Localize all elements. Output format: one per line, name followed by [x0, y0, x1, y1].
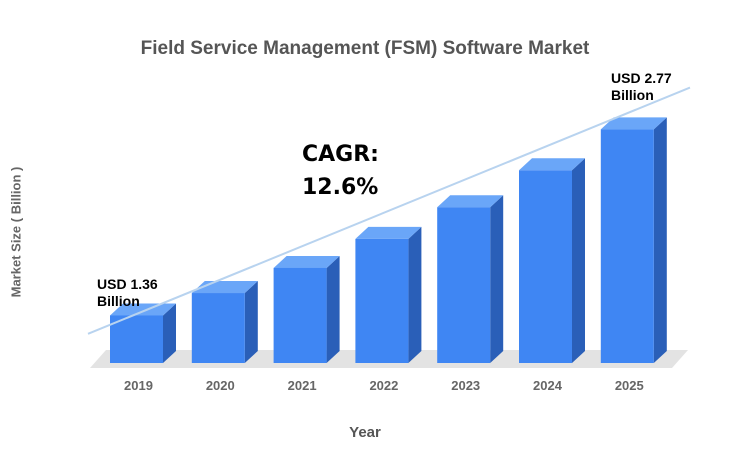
cagr-value: 12.6%	[302, 175, 379, 200]
bar-side	[163, 303, 176, 363]
chart-title: Field Service Management (FSM) Software …	[140, 38, 590, 59]
bar-top	[273, 255, 340, 268]
bar-side	[490, 195, 504, 363]
x-tick-label: 2024	[533, 378, 563, 393]
bar-front	[355, 238, 409, 363]
bar-top	[519, 158, 585, 171]
bar-top	[110, 303, 176, 316]
bar-2021	[273, 255, 340, 363]
x-tick-label: 2025	[615, 378, 644, 393]
bar-top	[437, 195, 504, 208]
bar-front	[191, 293, 245, 363]
bar-2020	[191, 281, 258, 363]
bar-2022	[355, 226, 422, 363]
bar-side	[408, 226, 422, 363]
bar-2023	[437, 195, 504, 363]
start-value-callout: USD 1.36 Billion	[97, 276, 158, 310]
bar-front	[437, 207, 491, 363]
bar-2019	[110, 303, 176, 363]
bar-side	[653, 117, 667, 363]
trend-line	[87, 86, 691, 335]
x-axis-label: Year	[349, 424, 381, 441]
bar-side	[572, 158, 585, 363]
x-tick-label: 2022	[369, 378, 398, 393]
bar-top	[355, 226, 422, 239]
end-unit: Billion	[611, 87, 654, 103]
x-tick-label: 2020	[206, 378, 235, 393]
cagr-label: CAGR:	[302, 142, 379, 167]
bar-front	[600, 129, 654, 363]
start-value: USD 1.36	[97, 276, 158, 292]
bar-top	[600, 117, 667, 130]
bar-side	[244, 281, 258, 363]
bar-side	[326, 255, 340, 363]
bar-front	[110, 315, 163, 363]
bar-2025	[600, 117, 667, 363]
x-tick-label: 2023	[451, 378, 480, 393]
x-tick-label: 2019	[124, 378, 153, 393]
end-value-callout: USD 2.77 Billion	[611, 70, 672, 104]
bar-2024	[519, 158, 585, 363]
bar-front	[519, 170, 572, 363]
cagr-annotation: CAGR: 12.6%	[302, 138, 379, 204]
end-value: USD 2.77	[611, 70, 672, 86]
start-unit: Billion	[97, 293, 140, 309]
bar-front	[273, 267, 327, 363]
x-tick-label: 2021	[288, 378, 317, 393]
